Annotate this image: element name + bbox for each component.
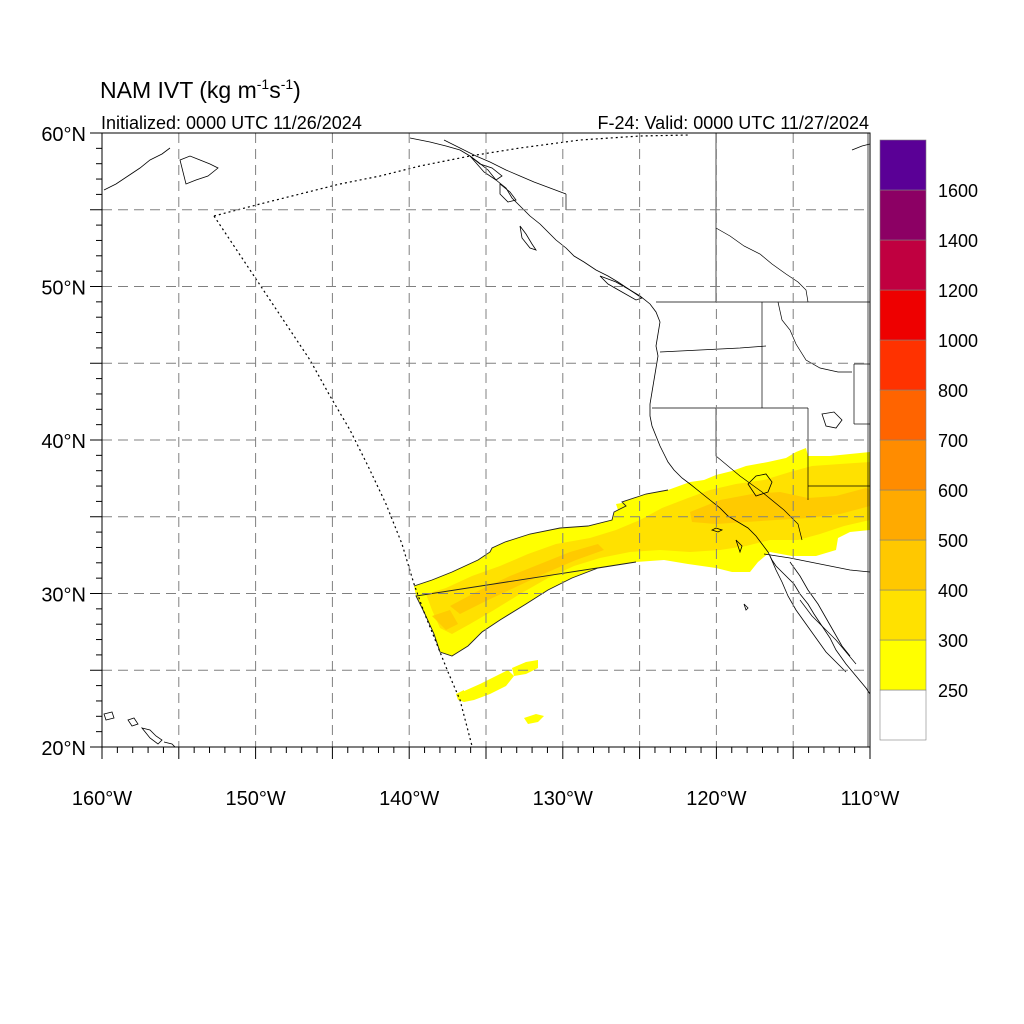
subtitle-valid: F-24: Valid: 0000 UTC 11/27/2024 [598,113,870,133]
subtitle-initialized: Initialized: 0000 UTC 11/26/2024 [101,113,362,133]
colorbar-label: 1600 [938,181,978,201]
colorbar-segment [879,239,927,291]
colorbar-label: 600 [938,481,968,501]
lat-axis-labels: 60°N 50°N 40°N 30°N 20°N [41,124,86,760]
gridlines [102,133,870,747]
figure-title: NAM IVT (kg m-1s-1) [100,76,301,103]
lat-label: 60°N [41,124,86,146]
colorbar-segment [879,339,927,391]
colorbar-segment [879,439,927,491]
colorbar-segment [879,539,927,591]
coastlines [103,137,870,747]
ivt-patch-1 [462,670,514,702]
colorbar-segment [879,639,927,691]
colorbar-segment [879,389,927,441]
lon-label: 120°W [686,788,746,810]
lat-label: 20°N [41,738,86,760]
colorbar-label: 1400 [938,231,978,251]
colorbar-segment [879,139,927,191]
colorbar-label: 500 [938,531,968,551]
colorbar-label: 300 [938,631,968,651]
colorbar-segment [879,589,927,641]
ivt-patch-5 [616,502,628,510]
lon-label: 140°W [379,788,439,810]
ivt-region-400-c [432,610,458,630]
ivt-patch-3 [456,690,464,702]
lon-label: 160°W [72,788,132,810]
colorbar: 250 300 400 500 600 700 800 1000 1200 1400 1600 [879,139,978,741]
colorbar-label: 700 [938,431,968,451]
colorbar-label: 1200 [938,281,978,301]
colorbar-segment [879,289,927,341]
colorbar-label: 800 [938,381,968,401]
colorbar-label: 250 [938,681,968,701]
axis-ticks [90,132,871,759]
lon-label: 130°W [533,788,593,810]
ivt-region-400-b [690,488,870,524]
colorbar-segment [879,689,927,741]
colorbar-label: 400 [938,581,968,601]
lon-axis-labels: 160°W 150°W 140°W 130°W 120°W 110°W [72,788,900,810]
colorbar-segment [879,189,927,241]
ivt-outline [413,489,669,657]
ivt-patch-2 [512,660,538,676]
colorbar-segment [879,489,927,541]
ivt-patch-4 [524,714,544,724]
lat-label: 40°N [41,431,86,453]
lat-label: 50°N [41,278,86,300]
lon-label: 110°W [841,788,900,810]
colorbar-label: 1000 [938,331,978,351]
lon-label: 150°W [225,788,285,810]
model-domain-boundary [213,134,691,747]
lat-label: 30°N [41,585,86,607]
